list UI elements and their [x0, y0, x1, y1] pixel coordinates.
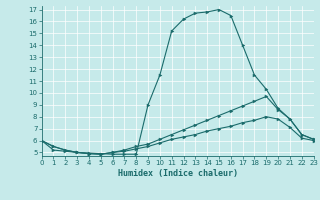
X-axis label: Humidex (Indice chaleur): Humidex (Indice chaleur): [118, 169, 237, 178]
